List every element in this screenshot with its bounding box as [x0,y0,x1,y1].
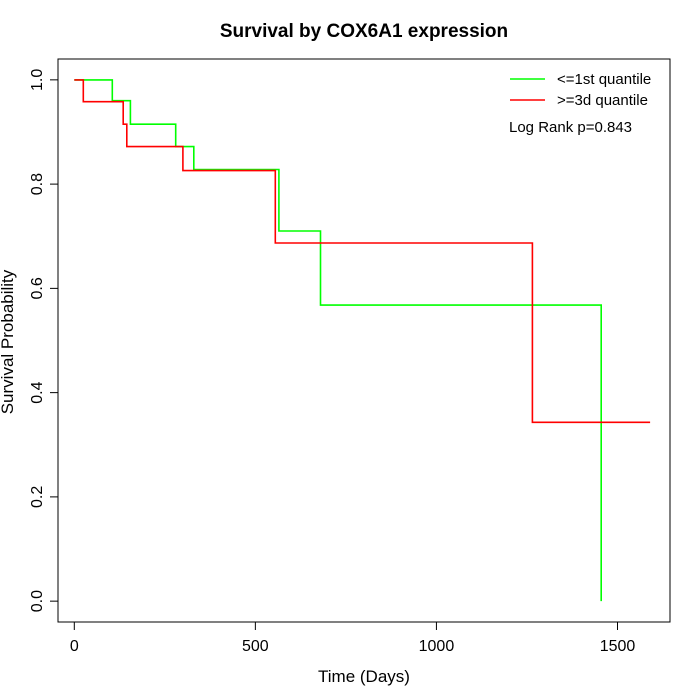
y-tick-label: 0.2 [29,486,46,508]
y-tick-label: 0.0 [29,590,46,612]
legend: <=1st quantile >=3d quantile [510,71,651,109]
x-tick-label: 1500 [600,638,636,655]
series-group [74,79,651,602]
x-tick-label: 1000 [419,638,455,655]
x-axis: 0 500 1000 1500 [70,621,636,655]
y-axis: 0.0 0.2 0.4 0.6 0.8 1.0 [29,69,59,612]
y-tick-label: 0.6 [29,277,46,299]
y-axis-label: Survival Probability [0,269,17,414]
chart-title: Survival by COX6A1 expression [220,21,508,42]
series-line-1 [74,79,603,602]
y-tick-label: 1.0 [29,69,46,91]
log-rank-annotation: Log Rank p=0.843 [509,119,632,136]
legend-label-2: >=3d quantile [557,92,648,109]
legend-label-1: <=1st quantile [557,71,651,88]
series-line-2 [74,79,651,424]
plot-frame [57,58,671,623]
x-tick-label: 0 [70,638,79,655]
y-tick-label: 0.4 [29,381,46,403]
x-axis-label: Time (Days) [318,667,410,686]
x-tick-label: 500 [242,638,269,655]
y-tick-label: 0.8 [29,173,46,195]
